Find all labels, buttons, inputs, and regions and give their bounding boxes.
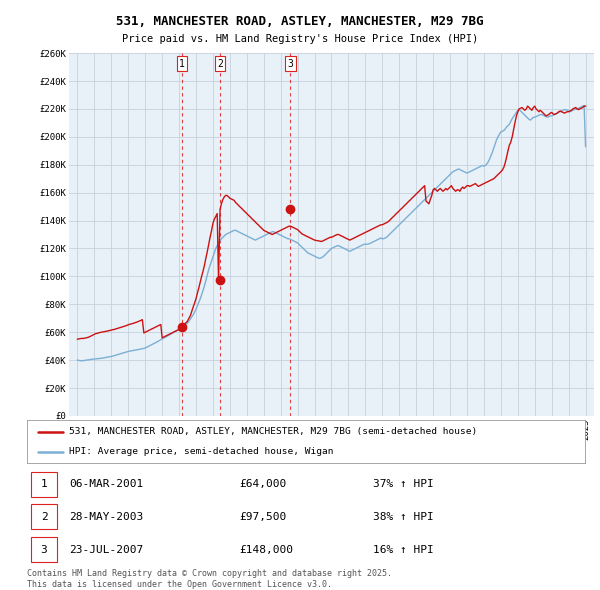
Text: 23-JUL-2007: 23-JUL-2007 [69,545,143,555]
Text: 38% ↑ HPI: 38% ↑ HPI [373,512,434,522]
Text: 3: 3 [41,545,47,555]
Text: Contains HM Land Registry data © Crown copyright and database right 2025.
This d: Contains HM Land Registry data © Crown c… [27,569,392,589]
Text: Price paid vs. HM Land Registry's House Price Index (HPI): Price paid vs. HM Land Registry's House … [122,34,478,44]
Bar [31,537,56,562]
Text: 531, MANCHESTER ROAD, ASTLEY, MANCHESTER, M29 7BG (semi-detached house): 531, MANCHESTER ROAD, ASTLEY, MANCHESTER… [69,427,477,436]
Text: 1: 1 [179,58,185,68]
Text: 28-MAY-2003: 28-MAY-2003 [69,512,143,522]
Text: 531, MANCHESTER ROAD, ASTLEY, MANCHESTER, M29 7BG: 531, MANCHESTER ROAD, ASTLEY, MANCHESTER… [116,15,484,28]
Text: HPI: Average price, semi-detached house, Wigan: HPI: Average price, semi-detached house,… [69,447,334,456]
Text: 3: 3 [287,58,293,68]
Text: 1: 1 [41,479,47,489]
Text: 37% ↑ HPI: 37% ↑ HPI [373,479,434,489]
Text: 2: 2 [217,58,223,68]
Text: 06-MAR-2001: 06-MAR-2001 [69,479,143,489]
Text: 2: 2 [41,512,47,522]
Text: £64,000: £64,000 [239,479,286,489]
Text: £148,000: £148,000 [239,545,293,555]
Text: 16% ↑ HPI: 16% ↑ HPI [373,545,434,555]
Text: £97,500: £97,500 [239,512,286,522]
Bar [31,504,56,529]
Bar [31,472,56,497]
